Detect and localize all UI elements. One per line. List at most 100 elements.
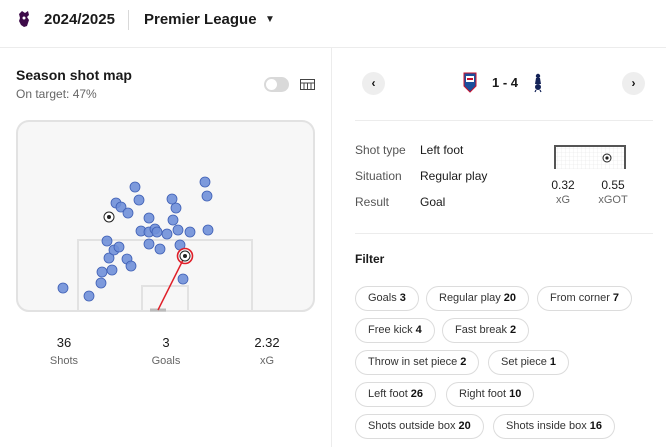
chip-label: Throw in set piece	[368, 356, 458, 368]
shot-marker[interactable]	[83, 290, 95, 302]
chip-count: 7	[612, 292, 620, 304]
shot-marker[interactable]	[133, 194, 145, 206]
shot-map-pitch[interactable]	[16, 120, 315, 312]
caret-down-icon[interactable]: ▼	[265, 14, 275, 25]
chip-count: 1	[549, 356, 556, 368]
chip-label: Free kick	[368, 324, 413, 336]
shot-marker[interactable]	[96, 266, 108, 278]
shotmap-toggle[interactable]	[264, 77, 289, 92]
stat-goals-value: 3	[162, 335, 170, 350]
shot-marker[interactable]	[106, 264, 118, 276]
stat-xg-label: xG	[259, 355, 275, 367]
shot-trajectory-line	[157, 255, 186, 311]
chip-label: Right foot	[459, 388, 507, 400]
shot-marker[interactable]	[166, 193, 178, 205]
xgot-label: xGOT	[598, 194, 628, 206]
result-value: Goal	[420, 195, 446, 209]
shot-marker[interactable]	[57, 282, 69, 294]
shot-marker[interactable]	[151, 226, 163, 238]
shot-marker[interactable]	[177, 273, 189, 285]
chip-label: Set piece	[501, 356, 547, 368]
selected-shot-ring	[176, 247, 194, 265]
header-separator	[0, 47, 666, 48]
shot-marker[interactable]	[129, 181, 141, 193]
chip-label: Goals	[368, 292, 397, 304]
filter-chip-free-kick[interactable]: Free kick 4	[355, 318, 435, 343]
stat-shots: 36 Shots	[24, 335, 104, 367]
filter-chip-regular-play[interactable]: Regular play 20	[426, 286, 530, 311]
shot-marker[interactable]	[161, 228, 173, 240]
shot-type-value: Left foot	[420, 143, 464, 157]
top-bar: 2024/2025 Premier League ▼	[0, 0, 666, 40]
shot-type-label: Shot type	[355, 143, 406, 157]
chip-count: 20	[458, 420, 471, 432]
shot-marker[interactable]	[101, 235, 113, 247]
filter-chip-right-foot[interactable]: Right foot 10	[446, 382, 535, 407]
chevron-right-icon: ›	[631, 76, 636, 90]
chip-count: 10	[509, 388, 522, 400]
panel-divider	[331, 48, 332, 447]
chip-count: 26	[410, 388, 424, 400]
league-selector[interactable]: Premier League	[144, 11, 257, 28]
shot-marker[interactable]	[95, 277, 107, 289]
xg-label: xG	[555, 194, 571, 206]
shot-marker[interactable]	[113, 241, 125, 253]
next-match-button[interactable]: ›	[622, 72, 645, 95]
stat-shots-label: Shots	[49, 355, 79, 367]
situation-value: Regular play	[420, 169, 488, 183]
chip-label: Left foot	[368, 388, 408, 400]
detail-separator	[355, 233, 653, 234]
shot-marker[interactable]	[125, 260, 137, 272]
ipswich-town-crest-icon	[463, 72, 477, 93]
shot-marker[interactable]	[199, 176, 211, 188]
result-label: Result	[355, 195, 390, 209]
shot-marker[interactable]	[201, 190, 213, 202]
prev-match-button[interactable]: ‹	[362, 72, 385, 95]
stat-shots-value: 36	[56, 335, 72, 350]
xgot-value: 0.55	[601, 178, 625, 192]
on-target-subtitle: On target: 47%	[16, 87, 97, 101]
shot-marker[interactable]	[115, 201, 127, 213]
chip-label: Shots inside box	[506, 420, 587, 432]
filter-chip-from-corner[interactable]: From corner 7	[537, 286, 633, 311]
shot-marker[interactable]	[154, 243, 166, 255]
toggle-knob	[266, 79, 277, 90]
filter-chip-shots-outside-box[interactable]: Shots outside box 20	[355, 414, 484, 439]
shot-marker[interactable]	[184, 226, 196, 238]
shotmap-title: Season shot map	[16, 67, 132, 83]
filter-chip-left-foot[interactable]: Left foot 26	[355, 382, 437, 407]
stat-xg: 2.32 xG	[227, 335, 307, 367]
shot-marker[interactable]	[172, 224, 184, 236]
filter-title: Filter	[355, 252, 385, 266]
header-divider	[128, 10, 129, 30]
stat-goals: 3 Goals	[126, 335, 206, 367]
shot-marker[interactable]	[143, 212, 155, 224]
shot-marker[interactable]	[143, 238, 155, 250]
stat-xg-value: 2.32	[254, 335, 280, 350]
filter-chip-fast-break[interactable]: Fast break 2	[442, 318, 530, 343]
shot-marker[interactable]	[103, 252, 115, 264]
goal-ball-icon	[183, 254, 187, 258]
season-selector[interactable]: 2024/2025	[44, 11, 115, 28]
match-separator	[355, 120, 653, 121]
tottenham-cockerel-icon	[534, 73, 542, 93]
pitch-grid-icon[interactable]	[300, 79, 315, 90]
shot-marker[interactable]	[170, 202, 182, 214]
goal-frame-diagram	[554, 145, 626, 169]
shot-marker[interactable]	[167, 214, 179, 226]
chip-label: Regular play	[439, 292, 501, 304]
chip-label: Shots outside box	[368, 420, 456, 432]
filter-chip-throw-in-set-piece[interactable]: Throw in set piece 2	[355, 350, 480, 375]
chip-count: 2	[460, 356, 467, 368]
filter-chip-goals[interactable]: Goals 3	[355, 286, 419, 311]
situation-label: Situation	[355, 169, 402, 183]
match-score: 1 - 4	[492, 75, 519, 90]
goal-ball-icon	[107, 215, 111, 219]
chip-label: Fast break	[455, 324, 507, 336]
shot-marker[interactable]	[202, 224, 214, 236]
stat-goals-label: Goals	[151, 355, 181, 367]
chip-count: 20	[503, 292, 517, 304]
filter-chip-shots-inside-box[interactable]: Shots inside box 16	[493, 414, 615, 439]
shot-marker[interactable]	[122, 207, 134, 219]
filter-chip-set-piece[interactable]: Set piece 1	[488, 350, 569, 375]
